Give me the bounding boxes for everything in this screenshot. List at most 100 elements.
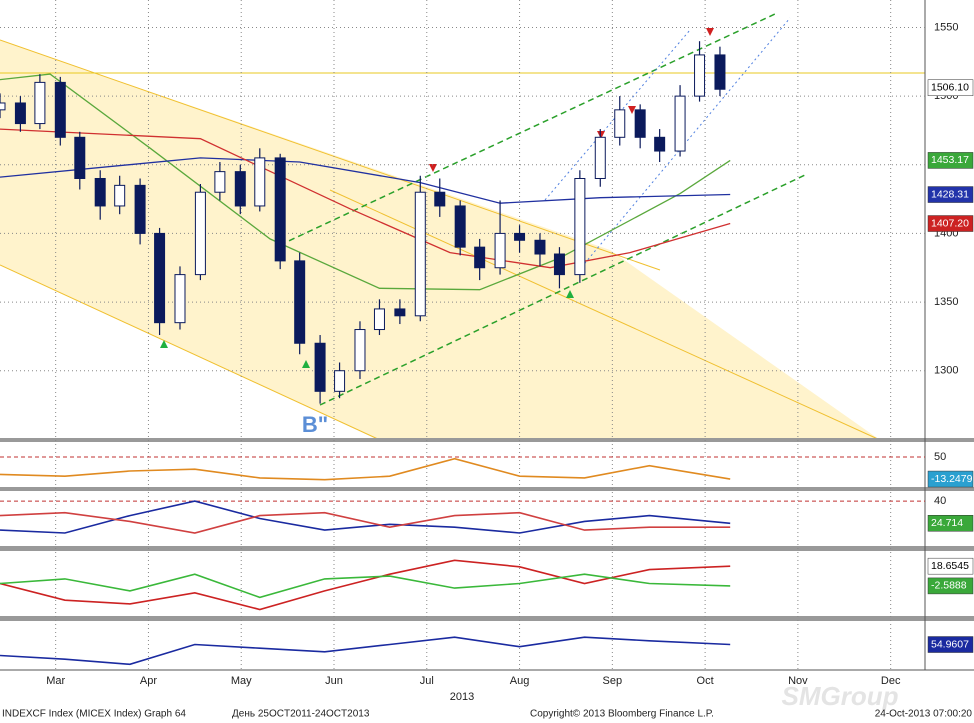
candle-body	[634, 109, 646, 138]
y-tick-label: 1550	[934, 21, 958, 33]
trend-line	[574, 17, 791, 276]
indicator-line	[0, 636, 731, 666]
candle-body	[254, 157, 266, 207]
candle-body	[274, 157, 286, 262]
candle-body	[14, 102, 26, 125]
watermark: SMGroup	[782, 681, 899, 711]
candle-body	[94, 177, 106, 207]
candle-body	[474, 246, 486, 269]
marker	[566, 290, 574, 298]
candle-body	[494, 232, 506, 269]
channel-line	[0, 264, 381, 441]
panel-separator	[0, 546, 974, 551]
channel-line	[0, 39, 661, 271]
candle-body	[534, 239, 546, 255]
candle-body	[654, 136, 666, 152]
candle-body	[114, 184, 126, 207]
value-tag	[927, 636, 974, 653]
candle-body	[394, 308, 406, 317]
x-tick-label: Apr	[140, 675, 157, 687]
candle-body	[354, 329, 366, 372]
value-tag-label: -13.2479	[931, 473, 973, 485]
x-tick-label: Dec	[881, 675, 901, 687]
marker	[429, 164, 437, 172]
y-tick-label: 1300	[934, 365, 958, 377]
x-tick-label: May	[231, 675, 252, 687]
value-tag	[927, 515, 974, 532]
candle-body	[294, 260, 306, 344]
value-tag	[927, 577, 974, 595]
value-tag-label: 54.9607	[931, 638, 969, 650]
candle-body	[334, 370, 346, 392]
indicator-line	[0, 500, 731, 534]
candle-body	[434, 191, 446, 207]
footer-text: Copyright© 2013 Bloomberg Finance L.P.	[530, 709, 714, 720]
value-tag-label: 1453.17	[931, 154, 969, 166]
footer-text: 24-Oct-2013 07:00:20	[875, 709, 973, 720]
candle-body	[674, 95, 686, 152]
candle-body	[454, 205, 466, 248]
indicator-line	[0, 511, 731, 534]
annotation: B"	[302, 412, 328, 437]
candle-body	[194, 191, 206, 276]
panel-separator	[0, 616, 974, 621]
marker	[160, 340, 168, 348]
moving-average	[0, 128, 731, 269]
marker	[628, 106, 636, 114]
value-tag	[927, 470, 974, 488]
value-tag-label: 1506.10	[931, 82, 969, 94]
x-tick-label: Aug	[510, 675, 530, 687]
candle-body	[614, 109, 626, 138]
candle-body	[594, 136, 606, 179]
candle-body	[714, 54, 726, 90]
candle-body	[154, 232, 166, 324]
trend-line	[279, 13, 776, 246]
y-tick-label: 50	[934, 451, 946, 463]
candle-body	[553, 253, 565, 276]
candle-body	[54, 81, 66, 138]
x-tick-label: Jul	[420, 675, 434, 687]
marker	[597, 131, 605, 139]
candle-body	[174, 274, 186, 324]
value-tag-label: -2.5888	[931, 580, 967, 592]
value-tag	[927, 186, 974, 203]
candle-body	[134, 184, 146, 234]
candle-body	[373, 308, 385, 331]
panel-separator	[0, 438, 974, 442]
x-tick-label: Mar	[46, 675, 65, 687]
value-tag-label: 18.6545	[931, 560, 969, 572]
x-tick-label: Oct	[697, 675, 714, 687]
footer-text: INDEXCF Index (MICEX Index) Graph 64	[2, 709, 186, 720]
footer-text: День 25OCT2011-24OCT2013	[232, 709, 370, 720]
candle-body	[214, 171, 226, 193]
candle-body	[74, 136, 86, 179]
marker	[706, 28, 714, 36]
value-tag-label: 1407.20	[931, 217, 969, 229]
y-tick-label: 40	[934, 495, 946, 507]
value-tag	[927, 215, 974, 232]
indicator-line	[0, 559, 731, 611]
indicator-line	[0, 573, 731, 599]
x-tick-label: Sep	[603, 675, 623, 687]
candle-body	[694, 54, 706, 97]
x-tick-label: Jun	[325, 675, 343, 687]
candle-body	[574, 177, 586, 276]
value-tag	[927, 557, 974, 575]
candle-body	[34, 81, 46, 125]
value-tag-label: 24.714	[931, 517, 963, 529]
y-tick-label: 1350	[934, 296, 958, 308]
x-tick-label: Nov	[788, 675, 808, 687]
candle-body	[514, 232, 526, 241]
indicator-line	[0, 457, 731, 481]
value-tag-label: 1428.31	[931, 188, 969, 200]
candle-body	[414, 191, 426, 317]
candle-body	[0, 102, 6, 111]
value-tag	[927, 79, 974, 96]
year-label: 2013	[450, 691, 474, 703]
marker	[302, 360, 310, 368]
moving-average	[0, 73, 731, 291]
panel-separator	[0, 487, 974, 491]
value-tag	[927, 152, 974, 169]
candle-body	[234, 171, 246, 207]
